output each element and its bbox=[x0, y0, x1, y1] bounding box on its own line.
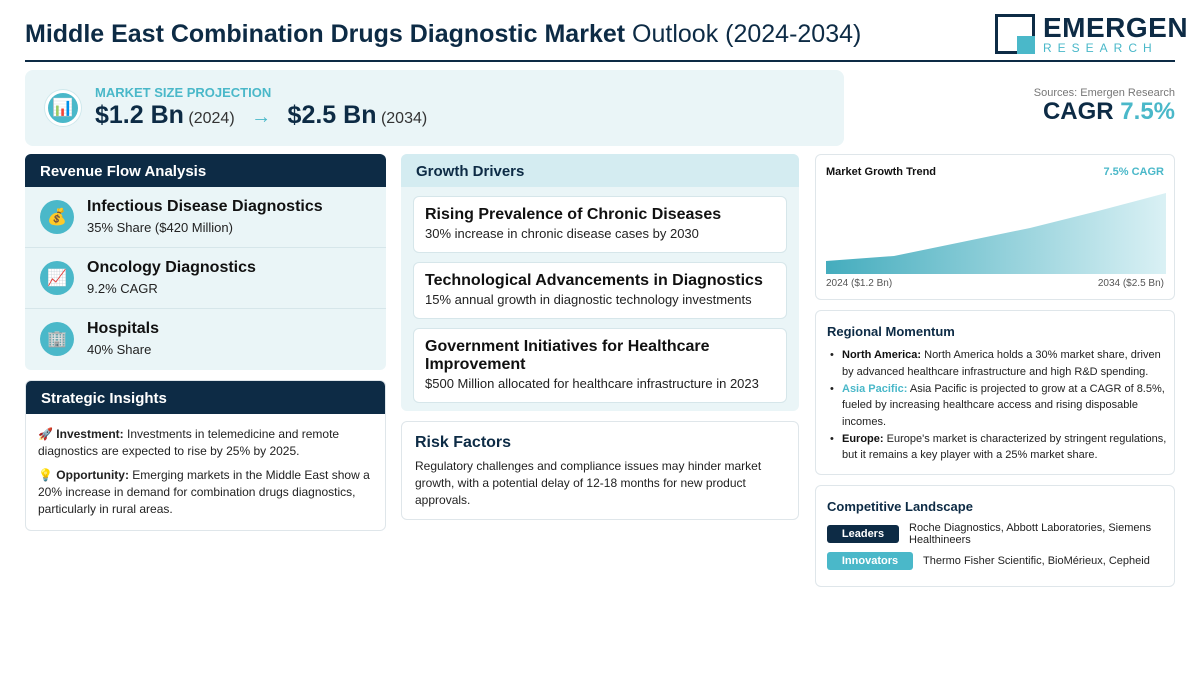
revenue-item-title: Oncology Diagnostics bbox=[87, 259, 256, 276]
logo-mark-icon bbox=[995, 14, 1035, 54]
trend-start-label: 2024 ($1.2 Bn) bbox=[826, 278, 893, 289]
revenue-item: 💰 Infectious Disease Diagnostics 35% Sha… bbox=[25, 187, 386, 248]
end-value: $2.5 Bn bbox=[287, 101, 377, 129]
driver-sub: 30% increase in chronic disease cases by… bbox=[425, 226, 699, 241]
rocket-icon: 🚀 bbox=[38, 427, 53, 441]
opportunity-label: Opportunity: bbox=[56, 468, 129, 482]
revenue-item-title: Hospitals bbox=[87, 320, 160, 337]
projection-label: MARKET SIZE PROJECTION bbox=[95, 85, 272, 100]
page-title: Middle East Combination Drugs Diagnostic… bbox=[25, 20, 861, 49]
driver-sub: $500 Million allocated for healthcare in… bbox=[425, 376, 759, 391]
driver-title: Government Initiatives for Healthcare Im… bbox=[425, 338, 710, 373]
driver-sub: 15% annual growth in diagnostic technolo… bbox=[425, 292, 752, 307]
driver-title: Technological Advancements in Diagnostic… bbox=[425, 272, 763, 289]
trend-area-chart bbox=[826, 193, 1166, 274]
risk-factors-text: Regulatory challenges and compliance iss… bbox=[415, 459, 762, 507]
money-bag-icon: 💰 bbox=[40, 200, 74, 234]
cagr-label: CAGR bbox=[1042, 98, 1114, 125]
revenue-item-sub: 40% Share bbox=[87, 342, 152, 357]
trend-area bbox=[826, 193, 1166, 274]
start-value: $1.2 Bn bbox=[95, 101, 184, 129]
start-year: (2024) bbox=[188, 110, 235, 127]
trending-up-icon: 📈 bbox=[40, 261, 74, 295]
region-name: Asia Pacific: bbox=[842, 382, 908, 395]
investment-text: Investments in telemedicine and remote d… bbox=[38, 427, 340, 458]
growth-driver: Technological Advancements in Diagnostic… bbox=[413, 262, 787, 319]
growth-driver: Government Initiatives for Healthcare Im… bbox=[413, 328, 787, 403]
projection-values: $1.2 Bn (2024) → $2.5 Bn (2034) bbox=[95, 101, 427, 130]
market-growth-trend-card: Market Growth Trend 7.5% CAGR 2024 ($1.2… bbox=[815, 154, 1175, 300]
revenue-item-title: Infectious Disease Diagnostics bbox=[87, 198, 323, 215]
region-item-asia-pacific: Asia Pacific: Asia Pacific is projected … bbox=[827, 381, 1167, 431]
trend-title: Market Growth Trend bbox=[826, 166, 937, 178]
growth-drivers-title: Growth Drivers bbox=[401, 154, 799, 187]
region-item-north-america: North America: North America holds a 30%… bbox=[827, 347, 1167, 380]
strategic-insights-body: 🚀 Investment: Investments in telemedicin… bbox=[26, 414, 385, 530]
leaders-text: Roche Diagnostics, Abbott Laboratories, … bbox=[909, 522, 1152, 546]
region-text: Asia Pacific is projected to grow at a C… bbox=[842, 382, 1165, 428]
region-item-europe: Europe: Europe's market is characterized… bbox=[827, 431, 1167, 464]
trend-cagr: 7.5% CAGR bbox=[1103, 166, 1164, 178]
investment-insight: 🚀 Investment: Investments in telemedicin… bbox=[38, 426, 373, 460]
opportunity-text: Emerging markets in the Middle East show… bbox=[38, 468, 370, 516]
region-text: Europe's market is characterized by stri… bbox=[842, 432, 1167, 462]
innovators-text: Thermo Fisher Scientific, BioMérieux, Ce… bbox=[923, 555, 1150, 567]
growth-drivers-card: Growth Drivers Rising Prevalence of Chro… bbox=[401, 154, 799, 411]
trend-end-label: 2034 ($2.5 Bn) bbox=[1097, 278, 1164, 289]
regional-momentum-card: Regional Momentum North America: North A… bbox=[815, 310, 1175, 475]
revenue-item: 🏢 Hospitals 40% Share bbox=[25, 309, 386, 370]
region-name: North America: bbox=[842, 349, 922, 361]
cagr-headline: CAGR 7.5% bbox=[1034, 99, 1175, 125]
competitive-landscape-card: Competitive Landscape Leaders Roche Diag… bbox=[815, 485, 1175, 587]
page-title-rest: Outlook (2024-2034) bbox=[632, 20, 862, 48]
revenue-item-sub: 35% Share ($420 Million) bbox=[87, 220, 233, 235]
investment-label: Investment: bbox=[56, 427, 124, 441]
driver-title: Rising Prevalence of Chronic Diseases bbox=[425, 206, 722, 223]
opportunity-insight: 💡 Opportunity: Emerging markets in the M… bbox=[38, 467, 373, 518]
growth-driver: Rising Prevalence of Chronic Diseases 30… bbox=[413, 196, 787, 253]
innovators-badge: Innovators bbox=[827, 552, 913, 570]
chart-icon: 📊 bbox=[45, 90, 81, 126]
logo-sub-text: RESEARCH bbox=[1043, 41, 1158, 55]
cagr-summary: Sources: Emergen Research CAGR 7.5% bbox=[1034, 87, 1175, 125]
region-name: Europe: bbox=[842, 432, 884, 445]
page-title-bold: Middle East Combination Drugs Diagnostic… bbox=[25, 20, 626, 48]
hospital-icon: 🏢 bbox=[40, 322, 74, 356]
regional-momentum-title: Regional Momentum bbox=[827, 324, 955, 339]
logo-main-text: EMERGEN bbox=[1043, 12, 1189, 43]
cagr-value: 7.5% bbox=[1120, 98, 1175, 125]
emergen-logo: EMERGEN RESEARCH bbox=[995, 12, 1188, 56]
competitive-landscape-title: Competitive Landscape bbox=[827, 499, 973, 514]
region-text: North America holds a 30% market share, … bbox=[842, 349, 1161, 378]
leaders-badge: Leaders bbox=[827, 525, 899, 543]
arrow-right-icon: → bbox=[251, 106, 272, 128]
region-list: North America: North America holds a 30%… bbox=[827, 347, 1167, 464]
strategic-insights-title: Strategic Insights bbox=[26, 381, 385, 414]
risk-factors-title: Risk Factors bbox=[415, 434, 512, 451]
revenue-flow-title: Revenue Flow Analysis bbox=[25, 154, 386, 187]
end-year: (2034) bbox=[380, 110, 428, 127]
risk-factors-card: Risk Factors Regulatory challenges and c… bbox=[401, 421, 799, 520]
market-size-projection: 📊 MARKET SIZE PROJECTION $1.2 Bn (2024) … bbox=[25, 70, 844, 146]
lightbulb-icon: 💡 bbox=[38, 468, 53, 482]
strategic-insights-card: Strategic Insights 🚀 Investment: Investm… bbox=[25, 380, 386, 531]
sources-text: Sources: Emergen Research bbox=[1033, 87, 1175, 99]
revenue-flow-card: Revenue Flow Analysis 💰 Infectious Disea… bbox=[25, 154, 386, 370]
revenue-item-sub: 9.2% CAGR bbox=[87, 281, 158, 296]
page-header: Middle East Combination Drugs Diagnostic… bbox=[25, 12, 1188, 62]
revenue-item: 📈 Oncology Diagnostics 9.2% CAGR bbox=[25, 248, 386, 309]
